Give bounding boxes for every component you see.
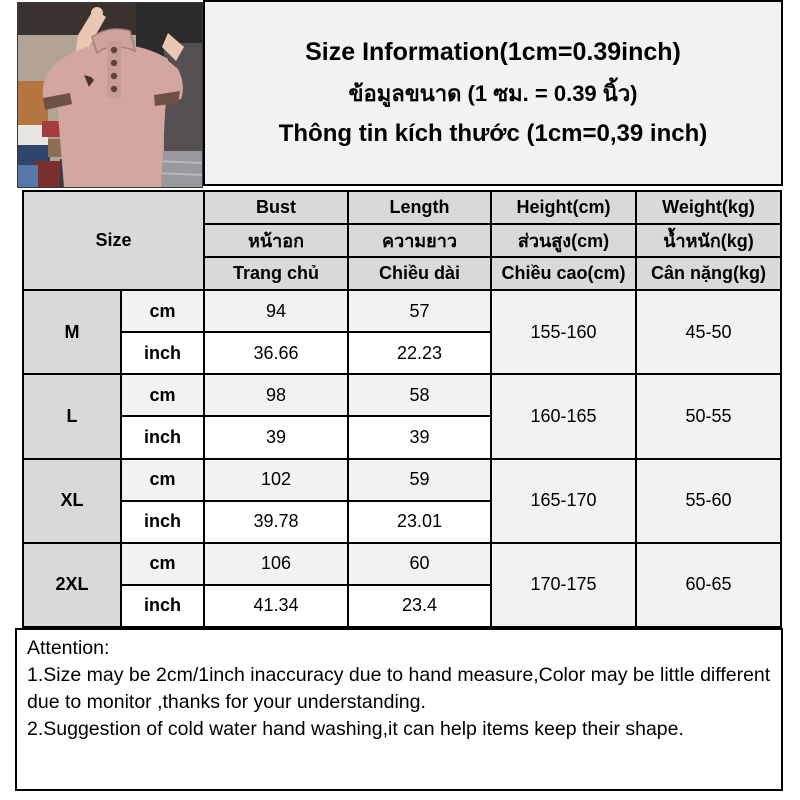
2xl-height: 170-175 [490, 541, 637, 629]
product-photo [17, 2, 203, 188]
header-length-en: Length [347, 189, 492, 226]
size-label-l: L [22, 373, 122, 460]
product-photo-illustration [18, 3, 202, 187]
2xl-length-cm: 60 [347, 541, 492, 586]
unit-cm: cm [120, 541, 205, 586]
size-table: Size Bust Length Height(cm) Weight(kg) ห… [22, 189, 782, 629]
shirt-logo [84, 75, 94, 87]
m-height: 155-160 [490, 289, 637, 376]
m-bust-cm: 94 [203, 289, 349, 334]
header-weight-vi: Cân nặng(kg) [635, 256, 782, 292]
m-length-cm: 57 [347, 289, 492, 334]
unit-inch: inch [120, 583, 205, 629]
shirt-buttons [110, 46, 118, 93]
unit-inch: inch [120, 331, 205, 376]
title-box: Size Information(1cm=0.39inch) ข้อมูลขนา… [203, 0, 783, 186]
shirt [42, 28, 183, 187]
xl-bust-inch: 39.78 [203, 499, 349, 544]
2xl-weight: 60-65 [635, 541, 782, 629]
unit-cm: cm [120, 457, 205, 502]
title-vietnamese: Thông tin kích thước (1cm=0,39 inch) [278, 120, 708, 147]
header-length-vi: Chiều dài [347, 256, 492, 292]
l-length-cm: 58 [347, 373, 492, 418]
l-bust-cm: 98 [203, 373, 349, 418]
header-bust-en: Bust [203, 189, 349, 226]
l-bust-inch: 39 [203, 415, 349, 460]
header-height-th: ส่วนสูง(cm) [490, 223, 637, 259]
attention-heading: Attention: [27, 637, 110, 659]
unit-inch: inch [120, 415, 205, 460]
header-weight-th: น้ำหนัก(kg) [635, 223, 782, 259]
l-length-inch: 39 [347, 415, 492, 460]
header-bust-vi: Trang chủ [203, 256, 349, 292]
attention-box: Attention: 1.Size may be 2cm/1inch inacc… [15, 628, 783, 791]
header-weight-en: Weight(kg) [635, 189, 782, 226]
xl-bust-cm: 102 [203, 457, 349, 502]
xl-height: 165-170 [490, 457, 637, 544]
unit-inch: inch [120, 499, 205, 544]
l-height: 160-165 [490, 373, 637, 460]
unit-cm: cm [120, 289, 205, 334]
m-weight: 45-50 [635, 289, 782, 376]
header-height-en: Height(cm) [490, 189, 637, 226]
size-label-xl: XL [22, 457, 122, 544]
m-length-inch: 22.23 [347, 331, 492, 376]
size-label-m: M [22, 289, 122, 376]
title-english: Size Information(1cm=0.39inch) [305, 38, 681, 66]
l-weight: 50-55 [635, 373, 782, 460]
2xl-bust-inch: 41.34 [203, 583, 349, 629]
header-height-vi: Chiều cao(cm) [490, 256, 637, 292]
attention-note-1: 1.Size may be 2cm/1inch inaccuracy due t… [27, 663, 771, 713]
2xl-length-inch: 23.4 [347, 583, 492, 629]
2xl-bust-cm: 106 [203, 541, 349, 586]
attention-note-2: 2.Suggestion of cold water hand washing,… [27, 717, 684, 740]
size-label-2xl: 2XL [22, 541, 122, 629]
size-corner-header: Size [22, 189, 205, 292]
xl-length-inch: 23.01 [347, 499, 492, 544]
header-length-th: ความยาว [347, 223, 492, 259]
title-thai: ข้อมูลขนาด (1 ซม. = 0.39 นิ้ว) [348, 81, 638, 106]
xl-weight: 55-60 [635, 457, 782, 544]
xl-length-cm: 59 [347, 457, 492, 502]
m-bust-inch: 36.66 [203, 331, 349, 376]
unit-cm: cm [120, 373, 205, 418]
header-bust-th: หน้าอก [203, 223, 349, 259]
